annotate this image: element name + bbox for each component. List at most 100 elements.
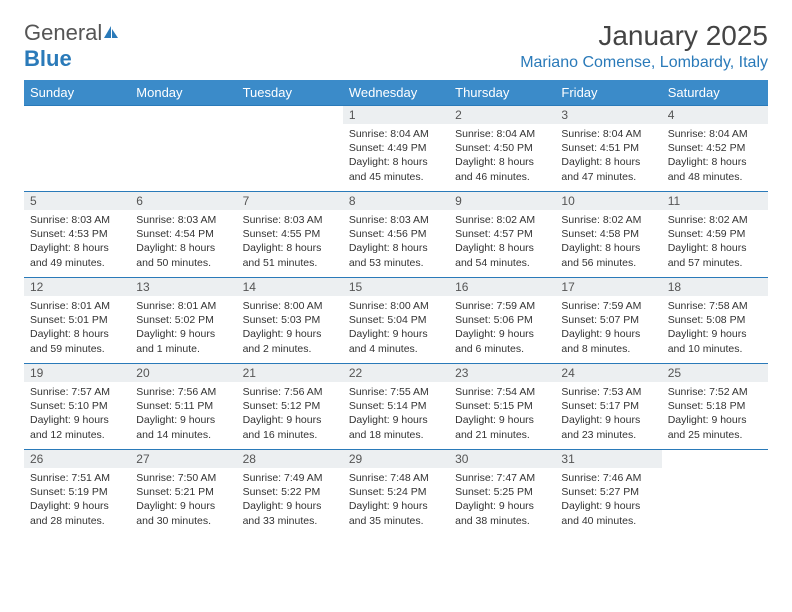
calendar-cell: 6Sunrise: 8:03 AMSunset: 4:54 PMDaylight… — [130, 192, 236, 278]
calendar-cell: 25Sunrise: 7:52 AMSunset: 5:18 PMDayligh… — [662, 364, 768, 450]
day-number: 20 — [130, 364, 236, 382]
weekday-row: SundayMondayTuesdayWednesdayThursdayFrid… — [24, 80, 768, 106]
day-number: 23 — [449, 364, 555, 382]
calendar-cell — [662, 450, 768, 536]
day-details: Sunrise: 7:51 AMSunset: 5:19 PMDaylight:… — [24, 468, 130, 532]
weekday-header: Sunday — [24, 80, 130, 106]
calendar-week-row: 12Sunrise: 8:01 AMSunset: 5:01 PMDayligh… — [24, 278, 768, 364]
day-details: Sunrise: 8:02 AMSunset: 4:58 PMDaylight:… — [555, 210, 661, 274]
title-block: January 2025 Mariano Comense, Lombardy, … — [520, 20, 768, 72]
day-number: 29 — [343, 450, 449, 468]
day-details: Sunrise: 8:01 AMSunset: 5:01 PMDaylight:… — [24, 296, 130, 360]
day-details: Sunrise: 8:02 AMSunset: 4:57 PMDaylight:… — [449, 210, 555, 274]
day-details: Sunrise: 7:48 AMSunset: 5:24 PMDaylight:… — [343, 468, 449, 532]
calendar-cell: 21Sunrise: 7:56 AMSunset: 5:12 PMDayligh… — [237, 364, 343, 450]
day-number: 27 — [130, 450, 236, 468]
day-details: Sunrise: 8:03 AMSunset: 4:54 PMDaylight:… — [130, 210, 236, 274]
day-details: Sunrise: 8:01 AMSunset: 5:02 PMDaylight:… — [130, 296, 236, 360]
day-number: 24 — [555, 364, 661, 382]
day-number: 21 — [237, 364, 343, 382]
calendar-cell: 27Sunrise: 7:50 AMSunset: 5:21 PMDayligh… — [130, 450, 236, 536]
calendar-cell: 19Sunrise: 7:57 AMSunset: 5:10 PMDayligh… — [24, 364, 130, 450]
calendar-cell: 28Sunrise: 7:49 AMSunset: 5:22 PMDayligh… — [237, 450, 343, 536]
calendar-cell: 1Sunrise: 8:04 AMSunset: 4:49 PMDaylight… — [343, 106, 449, 192]
day-number: 26 — [24, 450, 130, 468]
day-number: 10 — [555, 192, 661, 210]
calendar-cell — [237, 106, 343, 192]
day-details: Sunrise: 7:59 AMSunset: 5:06 PMDaylight:… — [449, 296, 555, 360]
sail-icon — [102, 24, 120, 40]
logo: General Blue — [24, 20, 120, 72]
calendar-cell: 11Sunrise: 8:02 AMSunset: 4:59 PMDayligh… — [662, 192, 768, 278]
logo-part2: Blue — [24, 46, 72, 71]
calendar-cell: 7Sunrise: 8:03 AMSunset: 4:55 PMDaylight… — [237, 192, 343, 278]
calendar-head: SundayMondayTuesdayWednesdayThursdayFrid… — [24, 80, 768, 106]
day-details: Sunrise: 7:58 AMSunset: 5:08 PMDaylight:… — [662, 296, 768, 360]
calendar-cell: 17Sunrise: 7:59 AMSunset: 5:07 PMDayligh… — [555, 278, 661, 364]
day-number: 30 — [449, 450, 555, 468]
day-details: Sunrise: 7:57 AMSunset: 5:10 PMDaylight:… — [24, 382, 130, 446]
weekday-header: Thursday — [449, 80, 555, 106]
day-details: Sunrise: 7:59 AMSunset: 5:07 PMDaylight:… — [555, 296, 661, 360]
day-number: 17 — [555, 278, 661, 296]
calendar-cell: 5Sunrise: 8:03 AMSunset: 4:53 PMDaylight… — [24, 192, 130, 278]
day-details: Sunrise: 8:04 AMSunset: 4:50 PMDaylight:… — [449, 124, 555, 188]
calendar-table: SundayMondayTuesdayWednesdayThursdayFrid… — [24, 80, 768, 536]
day-number: 14 — [237, 278, 343, 296]
day-details: Sunrise: 7:53 AMSunset: 5:17 PMDaylight:… — [555, 382, 661, 446]
day-details: Sunrise: 8:04 AMSunset: 4:49 PMDaylight:… — [343, 124, 449, 188]
day-details: Sunrise: 8:02 AMSunset: 4:59 PMDaylight:… — [662, 210, 768, 274]
calendar-body: 1Sunrise: 8:04 AMSunset: 4:49 PMDaylight… — [24, 106, 768, 536]
logo-text: General Blue — [24, 20, 120, 72]
day-details: Sunrise: 8:00 AMSunset: 5:04 PMDaylight:… — [343, 296, 449, 360]
day-details: Sunrise: 7:56 AMSunset: 5:12 PMDaylight:… — [237, 382, 343, 446]
calendar-cell: 22Sunrise: 7:55 AMSunset: 5:14 PMDayligh… — [343, 364, 449, 450]
day-details: Sunrise: 8:03 AMSunset: 4:55 PMDaylight:… — [237, 210, 343, 274]
weekday-header: Monday — [130, 80, 236, 106]
day-number: 13 — [130, 278, 236, 296]
day-number: 18 — [662, 278, 768, 296]
calendar-cell: 2Sunrise: 8:04 AMSunset: 4:50 PMDaylight… — [449, 106, 555, 192]
calendar-cell: 29Sunrise: 7:48 AMSunset: 5:24 PMDayligh… — [343, 450, 449, 536]
location-text: Mariano Comense, Lombardy, Italy — [520, 54, 768, 72]
calendar-cell: 20Sunrise: 7:56 AMSunset: 5:11 PMDayligh… — [130, 364, 236, 450]
day-details: Sunrise: 8:00 AMSunset: 5:03 PMDaylight:… — [237, 296, 343, 360]
calendar-cell: 24Sunrise: 7:53 AMSunset: 5:17 PMDayligh… — [555, 364, 661, 450]
calendar-week-row: 26Sunrise: 7:51 AMSunset: 5:19 PMDayligh… — [24, 450, 768, 536]
calendar-week-row: 5Sunrise: 8:03 AMSunset: 4:53 PMDaylight… — [24, 192, 768, 278]
day-number: 22 — [343, 364, 449, 382]
calendar-week-row: 1Sunrise: 8:04 AMSunset: 4:49 PMDaylight… — [24, 106, 768, 192]
calendar-cell: 15Sunrise: 8:00 AMSunset: 5:04 PMDayligh… — [343, 278, 449, 364]
day-details: Sunrise: 7:49 AMSunset: 5:22 PMDaylight:… — [237, 468, 343, 532]
day-number: 11 — [662, 192, 768, 210]
day-number: 15 — [343, 278, 449, 296]
day-number: 5 — [24, 192, 130, 210]
day-details: Sunrise: 7:56 AMSunset: 5:11 PMDaylight:… — [130, 382, 236, 446]
day-number: 1 — [343, 106, 449, 124]
calendar-cell: 9Sunrise: 8:02 AMSunset: 4:57 PMDaylight… — [449, 192, 555, 278]
day-number: 8 — [343, 192, 449, 210]
weekday-header: Saturday — [662, 80, 768, 106]
day-number: 19 — [24, 364, 130, 382]
day-details: Sunrise: 7:46 AMSunset: 5:27 PMDaylight:… — [555, 468, 661, 532]
calendar-cell: 16Sunrise: 7:59 AMSunset: 5:06 PMDayligh… — [449, 278, 555, 364]
calendar-cell: 30Sunrise: 7:47 AMSunset: 5:25 PMDayligh… — [449, 450, 555, 536]
calendar-cell: 31Sunrise: 7:46 AMSunset: 5:27 PMDayligh… — [555, 450, 661, 536]
calendar-cell: 8Sunrise: 8:03 AMSunset: 4:56 PMDaylight… — [343, 192, 449, 278]
weekday-header: Tuesday — [237, 80, 343, 106]
day-details: Sunrise: 7:50 AMSunset: 5:21 PMDaylight:… — [130, 468, 236, 532]
day-number: 3 — [555, 106, 661, 124]
day-number: 9 — [449, 192, 555, 210]
calendar-cell: 4Sunrise: 8:04 AMSunset: 4:52 PMDaylight… — [662, 106, 768, 192]
weekday-header: Friday — [555, 80, 661, 106]
calendar-cell — [24, 106, 130, 192]
day-details: Sunrise: 8:03 AMSunset: 4:56 PMDaylight:… — [343, 210, 449, 274]
calendar-week-row: 19Sunrise: 7:57 AMSunset: 5:10 PMDayligh… — [24, 364, 768, 450]
page-title: January 2025 — [520, 20, 768, 52]
day-details: Sunrise: 7:54 AMSunset: 5:15 PMDaylight:… — [449, 382, 555, 446]
day-details: Sunrise: 7:52 AMSunset: 5:18 PMDaylight:… — [662, 382, 768, 446]
day-number: 31 — [555, 450, 661, 468]
day-number: 16 — [449, 278, 555, 296]
day-number: 2 — [449, 106, 555, 124]
day-number: 28 — [237, 450, 343, 468]
